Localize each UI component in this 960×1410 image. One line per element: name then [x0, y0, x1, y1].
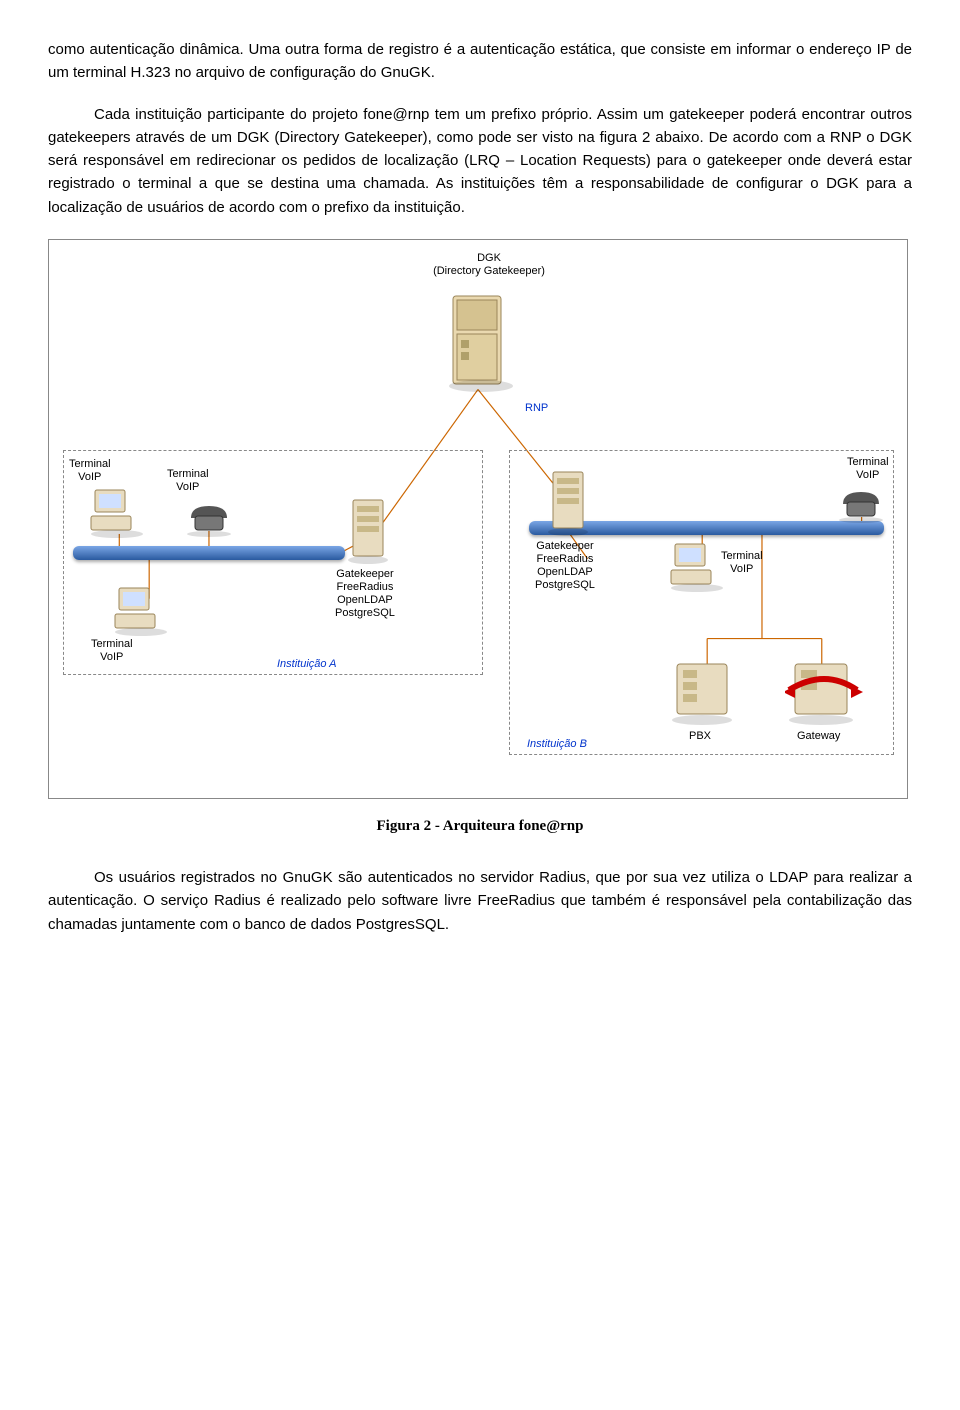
paragraph-3: Os usuários registrados no GnuGK são aut… [48, 866, 912, 936]
gatekeeper-b-icon [545, 468, 593, 538]
rnp-label: RNP [525, 402, 548, 415]
gateway-label: Gateway [797, 730, 840, 743]
gatekeeper-a-label: GatekeeperFreeRadiusOpenLDAPPostgreSQL [335, 568, 395, 621]
network-diagram: DGK (Directory Gatekeeper) RNP Instituiç… [48, 239, 908, 799]
terminal-b2-icon [839, 484, 887, 524]
pbx-icon [669, 658, 739, 728]
gateway-icon [785, 658, 863, 728]
region-a-label: Instituição A [277, 658, 337, 671]
terminal-a3-label: TerminalVoIP [91, 638, 133, 664]
net-bar-a [73, 546, 345, 560]
paragraph-2: Cada instituição participante do projeto… [48, 103, 912, 219]
paragraph-1: como autenticação dinâmica. Uma outra fo… [48, 38, 912, 85]
figure-caption: Figura 2 - Arquiteura fone@rnp [48, 815, 912, 838]
terminal-a3-icon [113, 584, 169, 636]
region-b-label: Instituição B [527, 738, 587, 751]
terminal-a1-label: TerminalVoIP [69, 458, 111, 484]
terminal-b1-label: TerminalVoIP [721, 550, 763, 576]
gatekeeper-b-label: GatekeeperFreeRadiusOpenLDAPPostgreSQL [535, 540, 595, 593]
pbx-label: PBX [689, 730, 711, 743]
terminal-a2-icon [187, 498, 235, 538]
terminal-a2-label: TerminalVoIP [167, 468, 209, 494]
terminal-b2-label: TerminalVoIP [847, 456, 889, 482]
terminal-a1-icon [89, 486, 145, 538]
gatekeeper-a-icon [345, 496, 393, 566]
terminal-b1-icon [669, 540, 725, 592]
dgk-title: DGK (Directory Gatekeeper) [419, 252, 559, 278]
dgk-server-icon [447, 288, 515, 393]
